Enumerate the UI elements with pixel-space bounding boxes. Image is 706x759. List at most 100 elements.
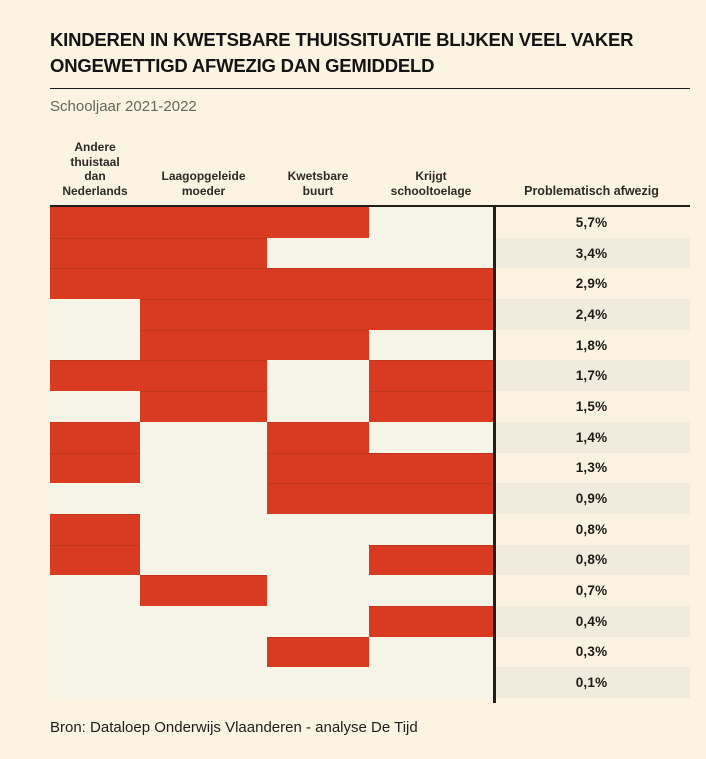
matrix-cell-kwetsbare-buurt: [267, 452, 369, 484]
matrix-cell-andere-thuistaal: [50, 452, 140, 484]
matrix-cell-krijgt-schooltoelage: [369, 513, 493, 545]
chart-subtitle: Schooljaar 2021-2022: [50, 98, 197, 115]
table-row: 3,4%: [50, 237, 690, 269]
matrix-cell-kwetsbare-buurt: [267, 329, 369, 361]
source-note: Bron: Dataloep Onderwijs Vlaanderen - an…: [50, 719, 418, 736]
matrix-cell-krijgt-schooltoelage: [369, 452, 493, 484]
matrix-cell-kwetsbare-buurt: [267, 360, 369, 392]
matrix-cell-kwetsbare-buurt: [267, 605, 369, 637]
percentage-value: 2,4%: [493, 299, 690, 330]
column-headers: Andere thuistaal dan Nederlands Laagopge…: [50, 131, 690, 205]
matrix-cell-kwetsbare-buurt: [267, 421, 369, 453]
chart-container: KINDEREN IN KWETSBARE THUISSITUATIE BLIJ…: [50, 27, 690, 736]
matrix-cell-laagopgeleide-moeder: [140, 636, 267, 668]
matrix-cell-andere-thuistaal: [50, 605, 140, 637]
matrix-cell-kwetsbare-buurt: [267, 667, 369, 698]
matrix-cell-krijgt-schooltoelage: [369, 237, 493, 269]
title-divider: [50, 88, 690, 89]
table-row: 0,8%: [50, 544, 690, 576]
matrix-cell-kwetsbare-buurt: [267, 391, 369, 422]
matrix-cell-krijgt-schooltoelage: [369, 329, 493, 361]
table-row: 1,4%: [50, 421, 690, 453]
matrix-cell-laagopgeleide-moeder: [140, 360, 267, 392]
column-header-krijgt-schooltoelage: Krijgt schooltoelage: [390, 169, 472, 198]
matrix-cell-andere-thuistaal: [50, 299, 140, 330]
matrix-cell-laagopgeleide-moeder: [140, 483, 267, 514]
percentage-value: 1,7%: [493, 360, 690, 392]
matrix-cell-laagopgeleide-moeder: [140, 544, 267, 576]
matrix-cell-laagopgeleide-moeder: [140, 421, 267, 453]
matrix-cell-krijgt-schooltoelage: [369, 391, 493, 422]
page-title: KINDEREN IN KWETSBARE THUISSITUATIE BLIJ…: [50, 29, 634, 76]
matrix-cell-kwetsbare-buurt: [267, 513, 369, 545]
percentage-value: 1,3%: [493, 452, 690, 484]
percentage-value: 0,8%: [493, 544, 690, 576]
matrix-cell-kwetsbare-buurt: [267, 575, 369, 606]
matrix-cell-krijgt-schooltoelage: [369, 636, 493, 668]
matrix-cell-laagopgeleide-moeder: [140, 575, 267, 606]
matrix-cell-andere-thuistaal: [50, 391, 140, 422]
percentage-value: 0,9%: [493, 483, 690, 514]
table-row: 0,8%: [50, 513, 690, 545]
table-row: 0,1%: [50, 667, 690, 698]
percentage-value: 1,4%: [493, 421, 690, 453]
table-row: 1,5%: [50, 391, 690, 422]
matrix-cell-andere-thuistaal: [50, 360, 140, 392]
matrix-cell-krijgt-schooltoelage: [369, 360, 493, 392]
matrix-cell-krijgt-schooltoelage: [369, 268, 493, 300]
percentage-value: 0,3%: [493, 636, 690, 668]
value-column-divider: [493, 207, 496, 703]
table-row: 0,4%: [50, 605, 690, 637]
matrix-cell-krijgt-schooltoelage: [369, 667, 493, 698]
table-row: 5,7%: [50, 207, 690, 238]
table-row: 0,7%: [50, 575, 690, 606]
matrix-cell-andere-thuistaal: [50, 513, 140, 545]
matrix-cell-krijgt-schooltoelage: [369, 299, 493, 330]
matrix-cell-andere-thuistaal: [50, 268, 140, 300]
percentage-value: 5,7%: [493, 207, 690, 238]
matrix-cell-krijgt-schooltoelage: [369, 483, 493, 514]
matrix-cell-laagopgeleide-moeder: [140, 605, 267, 637]
percentage-value: 1,8%: [493, 329, 690, 361]
matrix-cell-kwetsbare-buurt: [267, 483, 369, 514]
table-row: 1,7%: [50, 360, 690, 392]
matrix-cell-laagopgeleide-moeder: [140, 299, 267, 330]
column-header-kwetsbare-buurt: Kwetsbare buurt: [287, 169, 349, 198]
matrix-cell-kwetsbare-buurt: [267, 237, 369, 269]
percentage-value: 1,5%: [493, 391, 690, 422]
matrix-cell-andere-thuistaal: [50, 421, 140, 453]
matrix-table: 5,7% 3,4% 2,9%: [50, 205, 690, 703]
matrix-cell-krijgt-schooltoelage: [369, 207, 493, 238]
matrix-cell-krijgt-schooltoelage: [369, 544, 493, 576]
matrix-cell-andere-thuistaal: [50, 207, 140, 238]
table-row: 1,8%: [50, 329, 690, 361]
matrix-cell-laagopgeleide-moeder: [140, 391, 267, 422]
table-row: 0,9%: [50, 483, 690, 514]
matrix-cell-laagopgeleide-moeder: [140, 268, 267, 300]
matrix-cell-laagopgeleide-moeder: [140, 513, 267, 545]
matrix-cell-laagopgeleide-moeder: [140, 667, 267, 698]
matrix-cell-kwetsbare-buurt: [267, 299, 369, 330]
matrix-cell-krijgt-schooltoelage: [369, 421, 493, 453]
percentage-value: 3,4%: [493, 237, 690, 269]
matrix-cell-andere-thuistaal: [50, 237, 140, 269]
percentage-value: 0,4%: [493, 605, 690, 637]
table-row: 2,9%: [50, 268, 690, 300]
page: KINDEREN IN KWETSBARE THUISSITUATIE BLIJ…: [50, 27, 690, 736]
matrix-cell-kwetsbare-buurt: [267, 268, 369, 300]
percentage-value: 2,9%: [493, 268, 690, 300]
percentage-value: 0,8%: [493, 513, 690, 545]
matrix-cell-laagopgeleide-moeder: [140, 452, 267, 484]
matrix-cell-krijgt-schooltoelage: [369, 605, 493, 637]
percentage-value: 0,7%: [493, 575, 690, 606]
matrix-cell-kwetsbare-buurt: [267, 207, 369, 238]
matrix-cell-andere-thuistaal: [50, 544, 140, 576]
matrix-cell-andere-thuistaal: [50, 575, 140, 606]
matrix-cell-laagopgeleide-moeder: [140, 329, 267, 361]
matrix-cell-laagopgeleide-moeder: [140, 237, 267, 269]
matrix-cell-kwetsbare-buurt: [267, 544, 369, 576]
table-row: 2,4%: [50, 299, 690, 330]
matrix-cell-andere-thuistaal: [50, 329, 140, 361]
matrix-cell-andere-thuistaal: [50, 667, 140, 698]
percentage-value: 0,1%: [493, 667, 690, 698]
